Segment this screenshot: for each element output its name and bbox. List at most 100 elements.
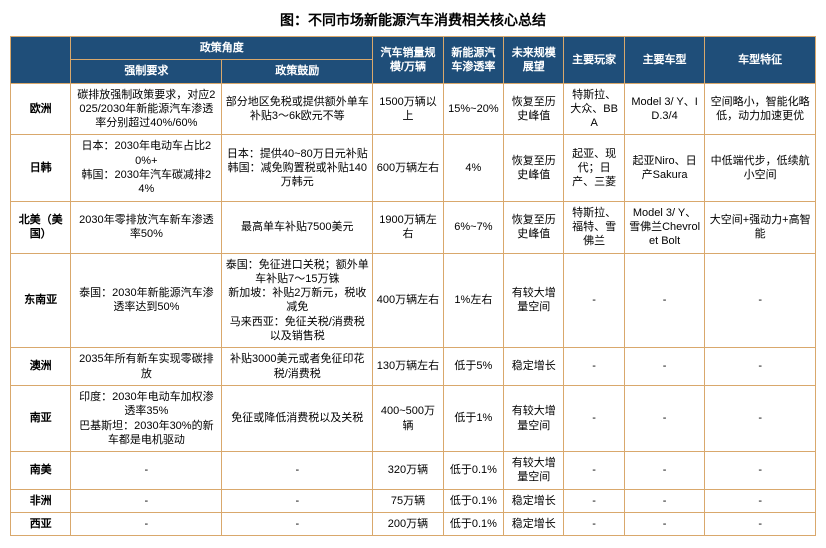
cell-penetration: 低于0.1% — [443, 489, 503, 512]
table-title: 图：不同市场新能源汽车消费相关核心总结 — [10, 10, 816, 30]
cell-players: - — [564, 489, 624, 512]
cell-region: 南美 — [11, 452, 71, 490]
cell-encourage: 最高单车补贴7500美元 — [222, 201, 373, 253]
cell-models: - — [624, 452, 705, 490]
table-row: 欧洲碳排放强制政策要求，对应2025/2030年新能源汽车渗透率分别超过40%/… — [11, 83, 816, 135]
cell-region: 欧洲 — [11, 83, 71, 135]
cell-models: - — [624, 348, 705, 386]
cell-models: - — [624, 489, 705, 512]
cell-features: - — [705, 385, 816, 451]
cell-sales: 75万辆 — [373, 489, 443, 512]
cell-features: 空间略小，智能化略低，动力加速更优 — [705, 83, 816, 135]
col-mandatory: 强制要求 — [71, 60, 222, 83]
table-row: 澳洲2035年所有新车实现零碳排放补贴3000美元或者免征印花税/消费税130万… — [11, 348, 816, 386]
cell-penetration: 低于1% — [443, 385, 503, 451]
cell-encourage: 部分地区免税或提供额外单车补贴3～6k欧元不等 — [222, 83, 373, 135]
cell-future: 稳定增长 — [504, 489, 564, 512]
cell-models: Model 3/ Y、雪佛兰Chevrolet Bolt — [624, 201, 705, 253]
cell-future: 恢复至历史峰值 — [504, 135, 564, 201]
cell-future: 恢复至历史峰值 — [504, 83, 564, 135]
cell-mandatory: 泰国：2030年新能源汽车渗透率达到50% — [71, 253, 222, 348]
cell-models: - — [624, 253, 705, 348]
cell-encourage: 免征或降低消费税以及关税 — [222, 385, 373, 451]
cell-mandatory: 2035年所有新车实现零碳排放 — [71, 348, 222, 386]
cell-players: - — [564, 348, 624, 386]
cell-models: - — [624, 385, 705, 451]
cell-penetration: 15%~20% — [443, 83, 503, 135]
col-policy-angle: 政策角度 — [71, 37, 373, 60]
cell-encourage: - — [222, 513, 373, 536]
cell-encourage: 泰国：免征进口关税；额外单车补贴7～15万铢新加坡：补贴2万新元，税收减免马来西… — [222, 253, 373, 348]
cell-mandatory: 印度：2030年电动车加权渗透率35%巴基斯坦：2030年30%的新车都是电机驱… — [71, 385, 222, 451]
cell-mandatory: 碳排放强制政策要求，对应2025/2030年新能源汽车渗透率分别超过40%/60… — [71, 83, 222, 135]
table-row: 南美--320万辆低于0.1%有较大增量空间--- — [11, 452, 816, 490]
table-row: 日韩日本：2030年电动车占比20%+韩国：2030年汽车碳减排24%日本：提供… — [11, 135, 816, 201]
cell-region: 北美（美国） — [11, 201, 71, 253]
cell-region: 日韩 — [11, 135, 71, 201]
cell-penetration: 4% — [443, 135, 503, 201]
cell-mandatory: 日本：2030年电动车占比20%+韩国：2030年汽车碳减排24% — [71, 135, 222, 201]
cell-encourage: - — [222, 489, 373, 512]
cell-players: 起亚、现代；日产、三菱 — [564, 135, 624, 201]
cell-penetration: 低于0.1% — [443, 452, 503, 490]
cell-region: 非洲 — [11, 489, 71, 512]
cell-region: 澳洲 — [11, 348, 71, 386]
table-body: 欧洲碳排放强制政策要求，对应2025/2030年新能源汽车渗透率分别超过40%/… — [11, 83, 816, 536]
col-features: 车型特征 — [705, 37, 816, 84]
cell-players: 特斯拉、大众、BBA — [564, 83, 624, 135]
cell-future: 恢复至历史峰值 — [504, 201, 564, 253]
cell-mandatory: 2030年零排放汽车新车渗透率50% — [71, 201, 222, 253]
table-row: 西亚--200万辆低于0.1%稳定增长--- — [11, 513, 816, 536]
cell-sales: 1500万辆以上 — [373, 83, 443, 135]
cell-sales: 400万辆左右 — [373, 253, 443, 348]
cell-features: - — [705, 348, 816, 386]
cell-region: 西亚 — [11, 513, 71, 536]
cell-encourage: 补贴3000美元或者免征印花税/消费税 — [222, 348, 373, 386]
cell-future: 稳定增长 — [504, 513, 564, 536]
col-players: 主要玩家 — [564, 37, 624, 84]
cell-penetration: 低于0.1% — [443, 513, 503, 536]
cell-future: 有较大增量空间 — [504, 385, 564, 451]
cell-players: - — [564, 253, 624, 348]
cell-sales: 320万辆 — [373, 452, 443, 490]
cell-encourage: - — [222, 452, 373, 490]
cell-region: 南亚 — [11, 385, 71, 451]
cell-sales: 1900万辆左右 — [373, 201, 443, 253]
cell-future: 有较大增量空间 — [504, 253, 564, 348]
cell-models: 起亚Niro、日产Sakura — [624, 135, 705, 201]
cell-mandatory: - — [71, 452, 222, 490]
cell-mandatory: - — [71, 513, 222, 536]
cell-players: - — [564, 385, 624, 451]
cell-mandatory: - — [71, 489, 222, 512]
col-sales-scale: 汽车销量规模/万辆 — [373, 37, 443, 84]
cell-sales: 130万辆左右 — [373, 348, 443, 386]
table-row: 北美（美国）2030年零排放汽车新车渗透率50%最高单车补贴7500美元1900… — [11, 201, 816, 253]
table-row: 南亚印度：2030年电动车加权渗透率35%巴基斯坦：2030年30%的新车都是电… — [11, 385, 816, 451]
cell-future: 有较大增量空间 — [504, 452, 564, 490]
col-encourage: 政策鼓励 — [222, 60, 373, 83]
cell-penetration: 6%~7% — [443, 201, 503, 253]
col-penetration: 新能源汽车渗透率 — [443, 37, 503, 84]
table-row: 非洲--75万辆低于0.1%稳定增长--- — [11, 489, 816, 512]
cell-models: - — [624, 513, 705, 536]
cell-features: - — [705, 513, 816, 536]
table-row: 东南亚泰国：2030年新能源汽车渗透率达到50%泰国：免征进口关税；额外单车补贴… — [11, 253, 816, 348]
cell-players: - — [564, 452, 624, 490]
cell-sales: 200万辆 — [373, 513, 443, 536]
cell-features: 大空间+强动力+高智能 — [705, 201, 816, 253]
summary-table: 政策角度 汽车销量规模/万辆 新能源汽车渗透率 未来规模展望 主要玩家 主要车型… — [10, 36, 816, 536]
cell-sales: 600万辆左右 — [373, 135, 443, 201]
cell-players: - — [564, 513, 624, 536]
cell-sales: 400~500万辆 — [373, 385, 443, 451]
col-models: 主要车型 — [624, 37, 705, 84]
cell-future: 稳定增长 — [504, 348, 564, 386]
cell-features: - — [705, 253, 816, 348]
cell-region: 东南亚 — [11, 253, 71, 348]
cell-players: 特斯拉、福特、雪佛兰 — [564, 201, 624, 253]
cell-features: - — [705, 489, 816, 512]
cell-penetration: 1%左右 — [443, 253, 503, 348]
col-future: 未来规模展望 — [504, 37, 564, 84]
cell-models: Model 3/ Y、ID.3/4 — [624, 83, 705, 135]
cell-features: 中低端代步，低续航小空间 — [705, 135, 816, 201]
col-region — [11, 37, 71, 84]
